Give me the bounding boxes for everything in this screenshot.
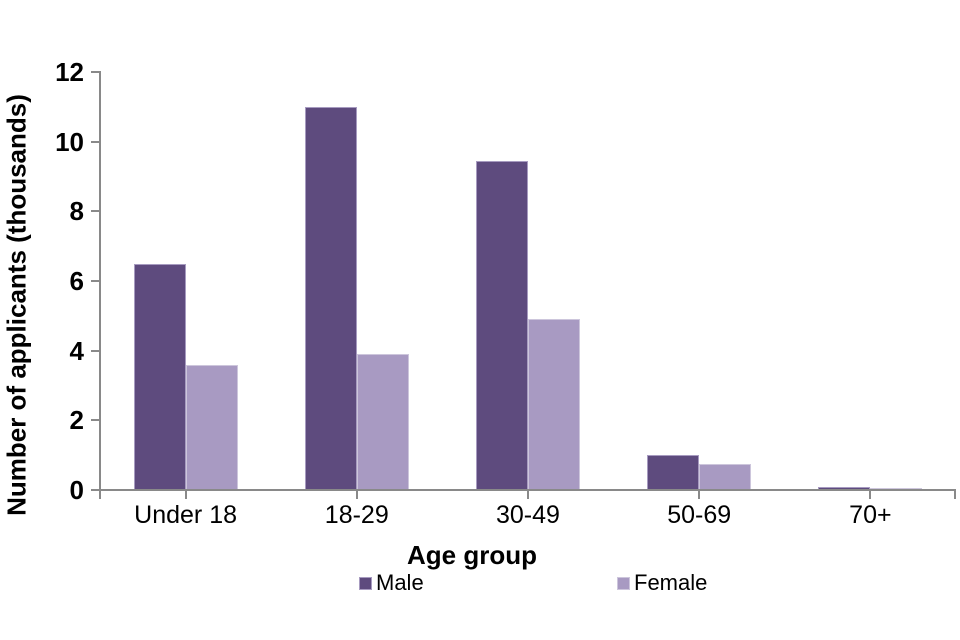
y-tick-label: 0 [69, 475, 84, 505]
bar-male-under-18 [133, 263, 186, 490]
category-label-50-69: 50-69 [667, 501, 732, 529]
x-tick [355, 490, 358, 499]
y-tick-label: 4 [69, 335, 84, 366]
y-tick [91, 419, 99, 422]
legend-label-female: Female [634, 570, 708, 595]
x-axis-title: Age group [0, 540, 960, 571]
y-tick [91, 71, 99, 73]
y-tick [91, 489, 99, 491]
x-tick-end [954, 490, 956, 499]
y-tick [91, 280, 99, 282]
y-tick-label: 8 [69, 196, 84, 227]
category-label-18-29: 18-29 [324, 501, 389, 529]
y-tick [91, 210, 99, 213]
legend-swatch-female [617, 577, 630, 590]
category-label-70: 70+ [849, 501, 892, 529]
bar-male-50-69 [647, 455, 700, 490]
x-tick [869, 490, 872, 499]
y-axis-line [99, 71, 101, 499]
bar-male-30-49 [476, 160, 528, 490]
x-tick [527, 490, 529, 499]
bar-female-18-29 [356, 354, 409, 490]
y-tick-label: 10 [55, 126, 84, 157]
y-axis-title: Number of applicants (thousands) [1, 94, 32, 516]
legend-label-male: Male [376, 570, 424, 595]
y-tick [91, 349, 99, 352]
bar-female-under-18 [185, 364, 238, 490]
y-tick-label: 12 [55, 57, 84, 87]
bar-female-30-49 [528, 319, 580, 490]
y-tick-label: 2 [69, 405, 84, 436]
bar-male-18-29 [304, 106, 357, 490]
category-label-30-49: 30-49 [496, 501, 560, 529]
x-tick [184, 490, 187, 499]
category-label-under-18: Under 18 [134, 501, 238, 529]
x-tick [698, 490, 701, 499]
x-axis-title-text: Age group [407, 540, 537, 570]
y-tick-label: 6 [69, 266, 84, 296]
bar-female-50-69 [699, 463, 752, 490]
y-tick [91, 140, 99, 143]
legend-swatch-male [359, 577, 372, 590]
